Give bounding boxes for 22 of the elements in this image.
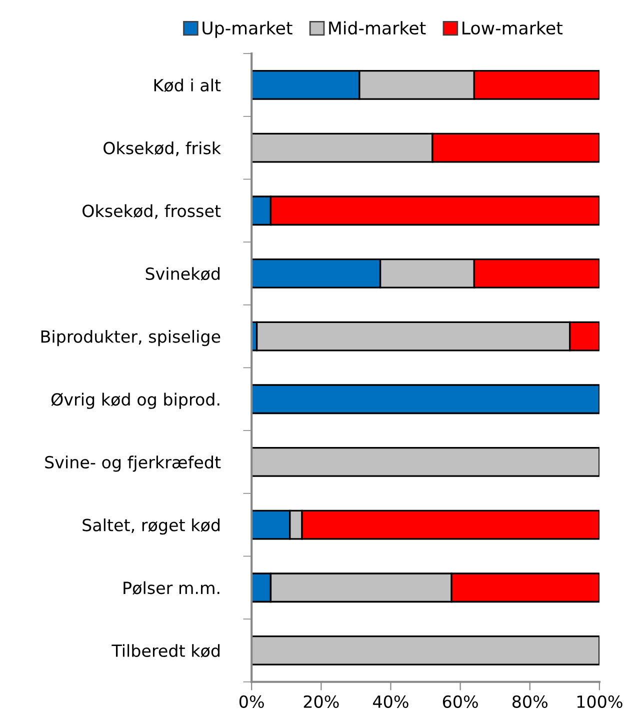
y-tick-label: Svinekød bbox=[146, 267, 220, 281]
x-tick-label: 100% bbox=[577, 695, 622, 708]
x-tick-label: 40% bbox=[373, 695, 408, 708]
y-tick-label: Oksekød, frosset bbox=[82, 204, 221, 219]
y-tick-label: Svine- og fjerkræfedt bbox=[45, 456, 221, 472]
y-tick-label: Oksekød, frisk bbox=[104, 141, 221, 156]
y-tick-label: Biprodukter, spiselige bbox=[41, 330, 220, 346]
bar bbox=[252, 446, 600, 477]
legend-label: Mid-market bbox=[329, 21, 426, 35]
x-tick-label: 20% bbox=[304, 695, 339, 708]
y-tick-label: Tilberedt kød bbox=[112, 644, 220, 658]
y-tick-label: Pølser m.m. bbox=[124, 581, 220, 595]
y-tick-label: Øvrig kød og biprod. bbox=[51, 392, 220, 409]
x-tick-label: 60% bbox=[442, 695, 478, 708]
legend-label: Up-market bbox=[202, 21, 292, 38]
bar bbox=[252, 635, 600, 666]
y-tick-label: Saltet, røget kød bbox=[82, 518, 220, 535]
legend-label: Low-market bbox=[462, 21, 562, 35]
x-tick-label: 0% bbox=[239, 695, 264, 708]
bar bbox=[252, 384, 600, 414]
x-tick-label: 80% bbox=[512, 695, 548, 708]
y-tick-label: Kød i alt bbox=[154, 78, 221, 92]
